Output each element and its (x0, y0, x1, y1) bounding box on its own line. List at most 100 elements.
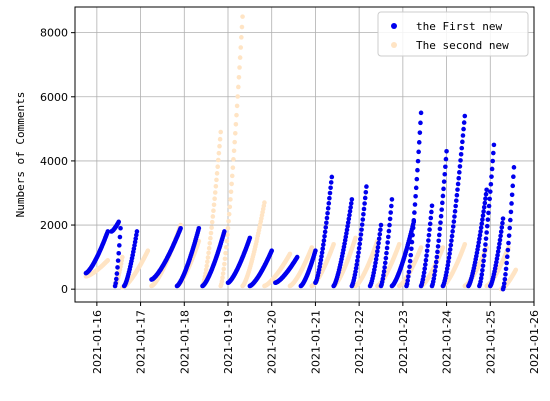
data-point (364, 184, 369, 189)
data-point (216, 150, 222, 156)
data-point (509, 201, 514, 206)
x-tick-label: 2021-01-19 (222, 310, 235, 374)
data-point (203, 271, 208, 276)
data-point (133, 236, 139, 241)
data-point (506, 233, 512, 238)
y-tick-label: 2000 (40, 219, 68, 232)
data-point (376, 236, 382, 242)
data-point (461, 126, 466, 132)
data-point (421, 273, 426, 279)
data-point (373, 256, 379, 262)
y-tick-label: 4000 (40, 155, 68, 168)
data-point (478, 275, 484, 281)
data-point (331, 241, 336, 247)
data-point (132, 239, 138, 245)
data-point (225, 232, 230, 238)
data-point (211, 208, 216, 213)
data-point (453, 203, 458, 209)
data-point (441, 179, 447, 184)
data-point (481, 209, 486, 214)
data-point (381, 273, 386, 278)
data-point (206, 245, 212, 251)
data-point (239, 24, 245, 30)
data-point (319, 254, 324, 259)
data-point (504, 254, 510, 259)
data-point (483, 196, 488, 201)
data-point (418, 120, 423, 126)
data-point (118, 225, 123, 231)
data-point (413, 185, 419, 191)
data-point (207, 240, 213, 246)
data-point (383, 255, 389, 261)
data-point (449, 233, 455, 239)
data-point (513, 267, 519, 273)
data-point (426, 238, 431, 243)
data-point (505, 247, 511, 253)
data-point (440, 193, 446, 199)
data-point (375, 245, 381, 250)
data-point (501, 284, 506, 290)
data-point (488, 181, 494, 187)
data-point (234, 103, 240, 109)
data-point (359, 227, 364, 232)
data-point (489, 166, 495, 172)
x-tick-label: 2021-01-17 (135, 310, 148, 374)
data-point (440, 200, 445, 206)
data-point (238, 45, 244, 50)
data-point (240, 14, 245, 19)
data-point (502, 276, 508, 282)
data-point (375, 249, 380, 254)
data-point (442, 171, 448, 177)
data-point (354, 262, 360, 267)
data-point (359, 222, 365, 227)
data-point (236, 75, 242, 80)
data-point (481, 253, 487, 258)
data-point (222, 229, 227, 234)
x-tick-label: 2021-01-21 (309, 310, 322, 374)
data-point (429, 203, 435, 209)
data-point (444, 266, 450, 272)
data-point (321, 238, 327, 243)
x-tick-label: 2021-01-23 (397, 310, 410, 374)
data-point (434, 254, 440, 260)
x-tick-label: 2021-01-18 (178, 310, 191, 374)
data-point (415, 158, 421, 164)
data-point (486, 203, 492, 209)
data-point (322, 229, 328, 235)
data-point (213, 183, 219, 189)
data-point (490, 158, 496, 164)
data-point (322, 233, 327, 239)
data-point (511, 174, 516, 179)
data-point (356, 246, 362, 251)
data-point (228, 189, 234, 195)
data-point (145, 248, 151, 253)
data-point (477, 236, 482, 242)
data-point (422, 266, 428, 272)
data-point (325, 210, 330, 216)
data-point (215, 157, 221, 163)
data-point (317, 261, 323, 266)
axes-frame (74, 6, 535, 303)
data-point (460, 133, 466, 138)
data-point (407, 258, 413, 264)
data-point (115, 265, 120, 270)
data-point (324, 220, 329, 226)
data-point (452, 209, 458, 214)
data-point (231, 148, 237, 154)
data-point (491, 142, 497, 148)
data-point (237, 65, 242, 70)
data-point (220, 271, 226, 276)
data-point (381, 269, 387, 274)
data-point (347, 212, 352, 218)
data-point (425, 243, 431, 249)
data-point (117, 234, 123, 240)
data-point (389, 197, 395, 202)
data-point (320, 246, 326, 252)
data-point (345, 223, 350, 229)
data-point (413, 193, 418, 199)
data-point (408, 252, 414, 258)
data-point (412, 210, 417, 215)
data-point (496, 245, 502, 251)
data-point (423, 262, 428, 267)
data-point (503, 266, 509, 272)
